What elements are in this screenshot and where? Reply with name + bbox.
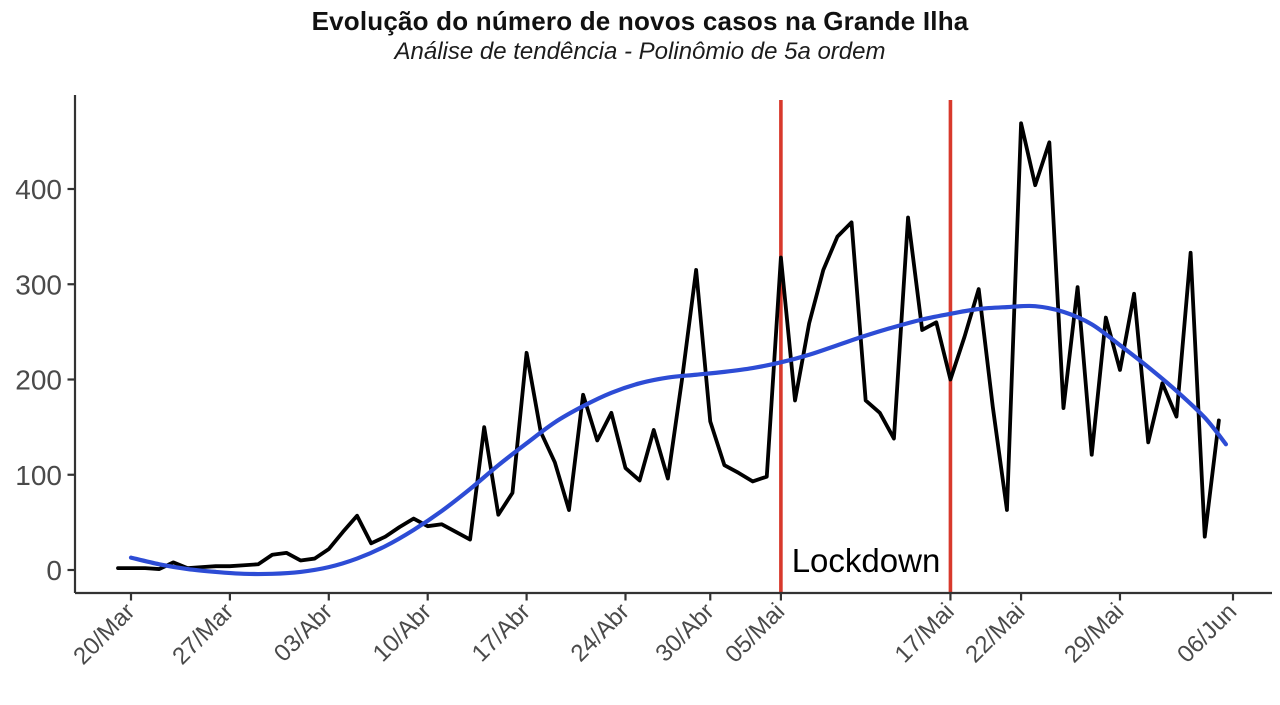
x-tick-label: 27/Mar xyxy=(167,598,239,670)
x-tick-label: 22/Mai xyxy=(960,598,1030,668)
y-tick-label: 400 xyxy=(15,174,62,205)
chart-title: Evolução do número de novos casos na Gra… xyxy=(311,6,969,36)
x-tick-label: 03/Abr xyxy=(269,598,338,667)
y-tick-label: 100 xyxy=(15,460,62,491)
x-tick-label: 17/Mai xyxy=(890,598,960,668)
x-tick-label: 06/Jun xyxy=(1172,598,1242,668)
x-tick-label: 30/Abr xyxy=(650,598,719,667)
x-tick-label: 20/Mar xyxy=(68,598,140,670)
x-tick-label: 29/Mai xyxy=(1059,598,1129,668)
y-tick-label: 300 xyxy=(15,269,62,300)
y-tick-label: 0 xyxy=(46,555,62,586)
x-tick-label: 05/Mai xyxy=(720,598,790,668)
x-tick-label: 10/Abr xyxy=(368,598,437,667)
lockdown-annotation: Lockdown xyxy=(791,542,941,579)
x-tick-label: 24/Abr xyxy=(566,598,635,667)
cases-line xyxy=(116,121,1221,571)
x-tick-label: 17/Abr xyxy=(467,598,536,667)
chart-subtitle: Análise de tendência - Polinômio de 5a o… xyxy=(394,38,886,65)
y-tick-label: 200 xyxy=(15,365,62,396)
trend-line xyxy=(128,303,1229,577)
